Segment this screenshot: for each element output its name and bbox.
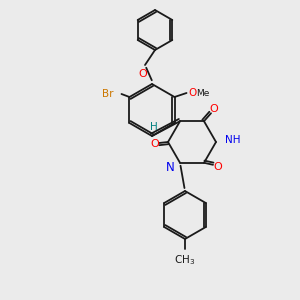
Text: Br: Br: [102, 89, 113, 99]
Text: CH$_3$: CH$_3$: [174, 253, 196, 267]
Text: NH: NH: [225, 135, 241, 145]
Text: N: N: [166, 161, 175, 174]
Text: O: O: [214, 162, 222, 172]
Text: O: O: [210, 104, 218, 114]
Text: O: O: [151, 139, 159, 149]
Text: O: O: [188, 88, 197, 98]
Text: Me: Me: [196, 88, 210, 98]
Text: H: H: [150, 122, 158, 132]
Text: O: O: [139, 69, 147, 79]
